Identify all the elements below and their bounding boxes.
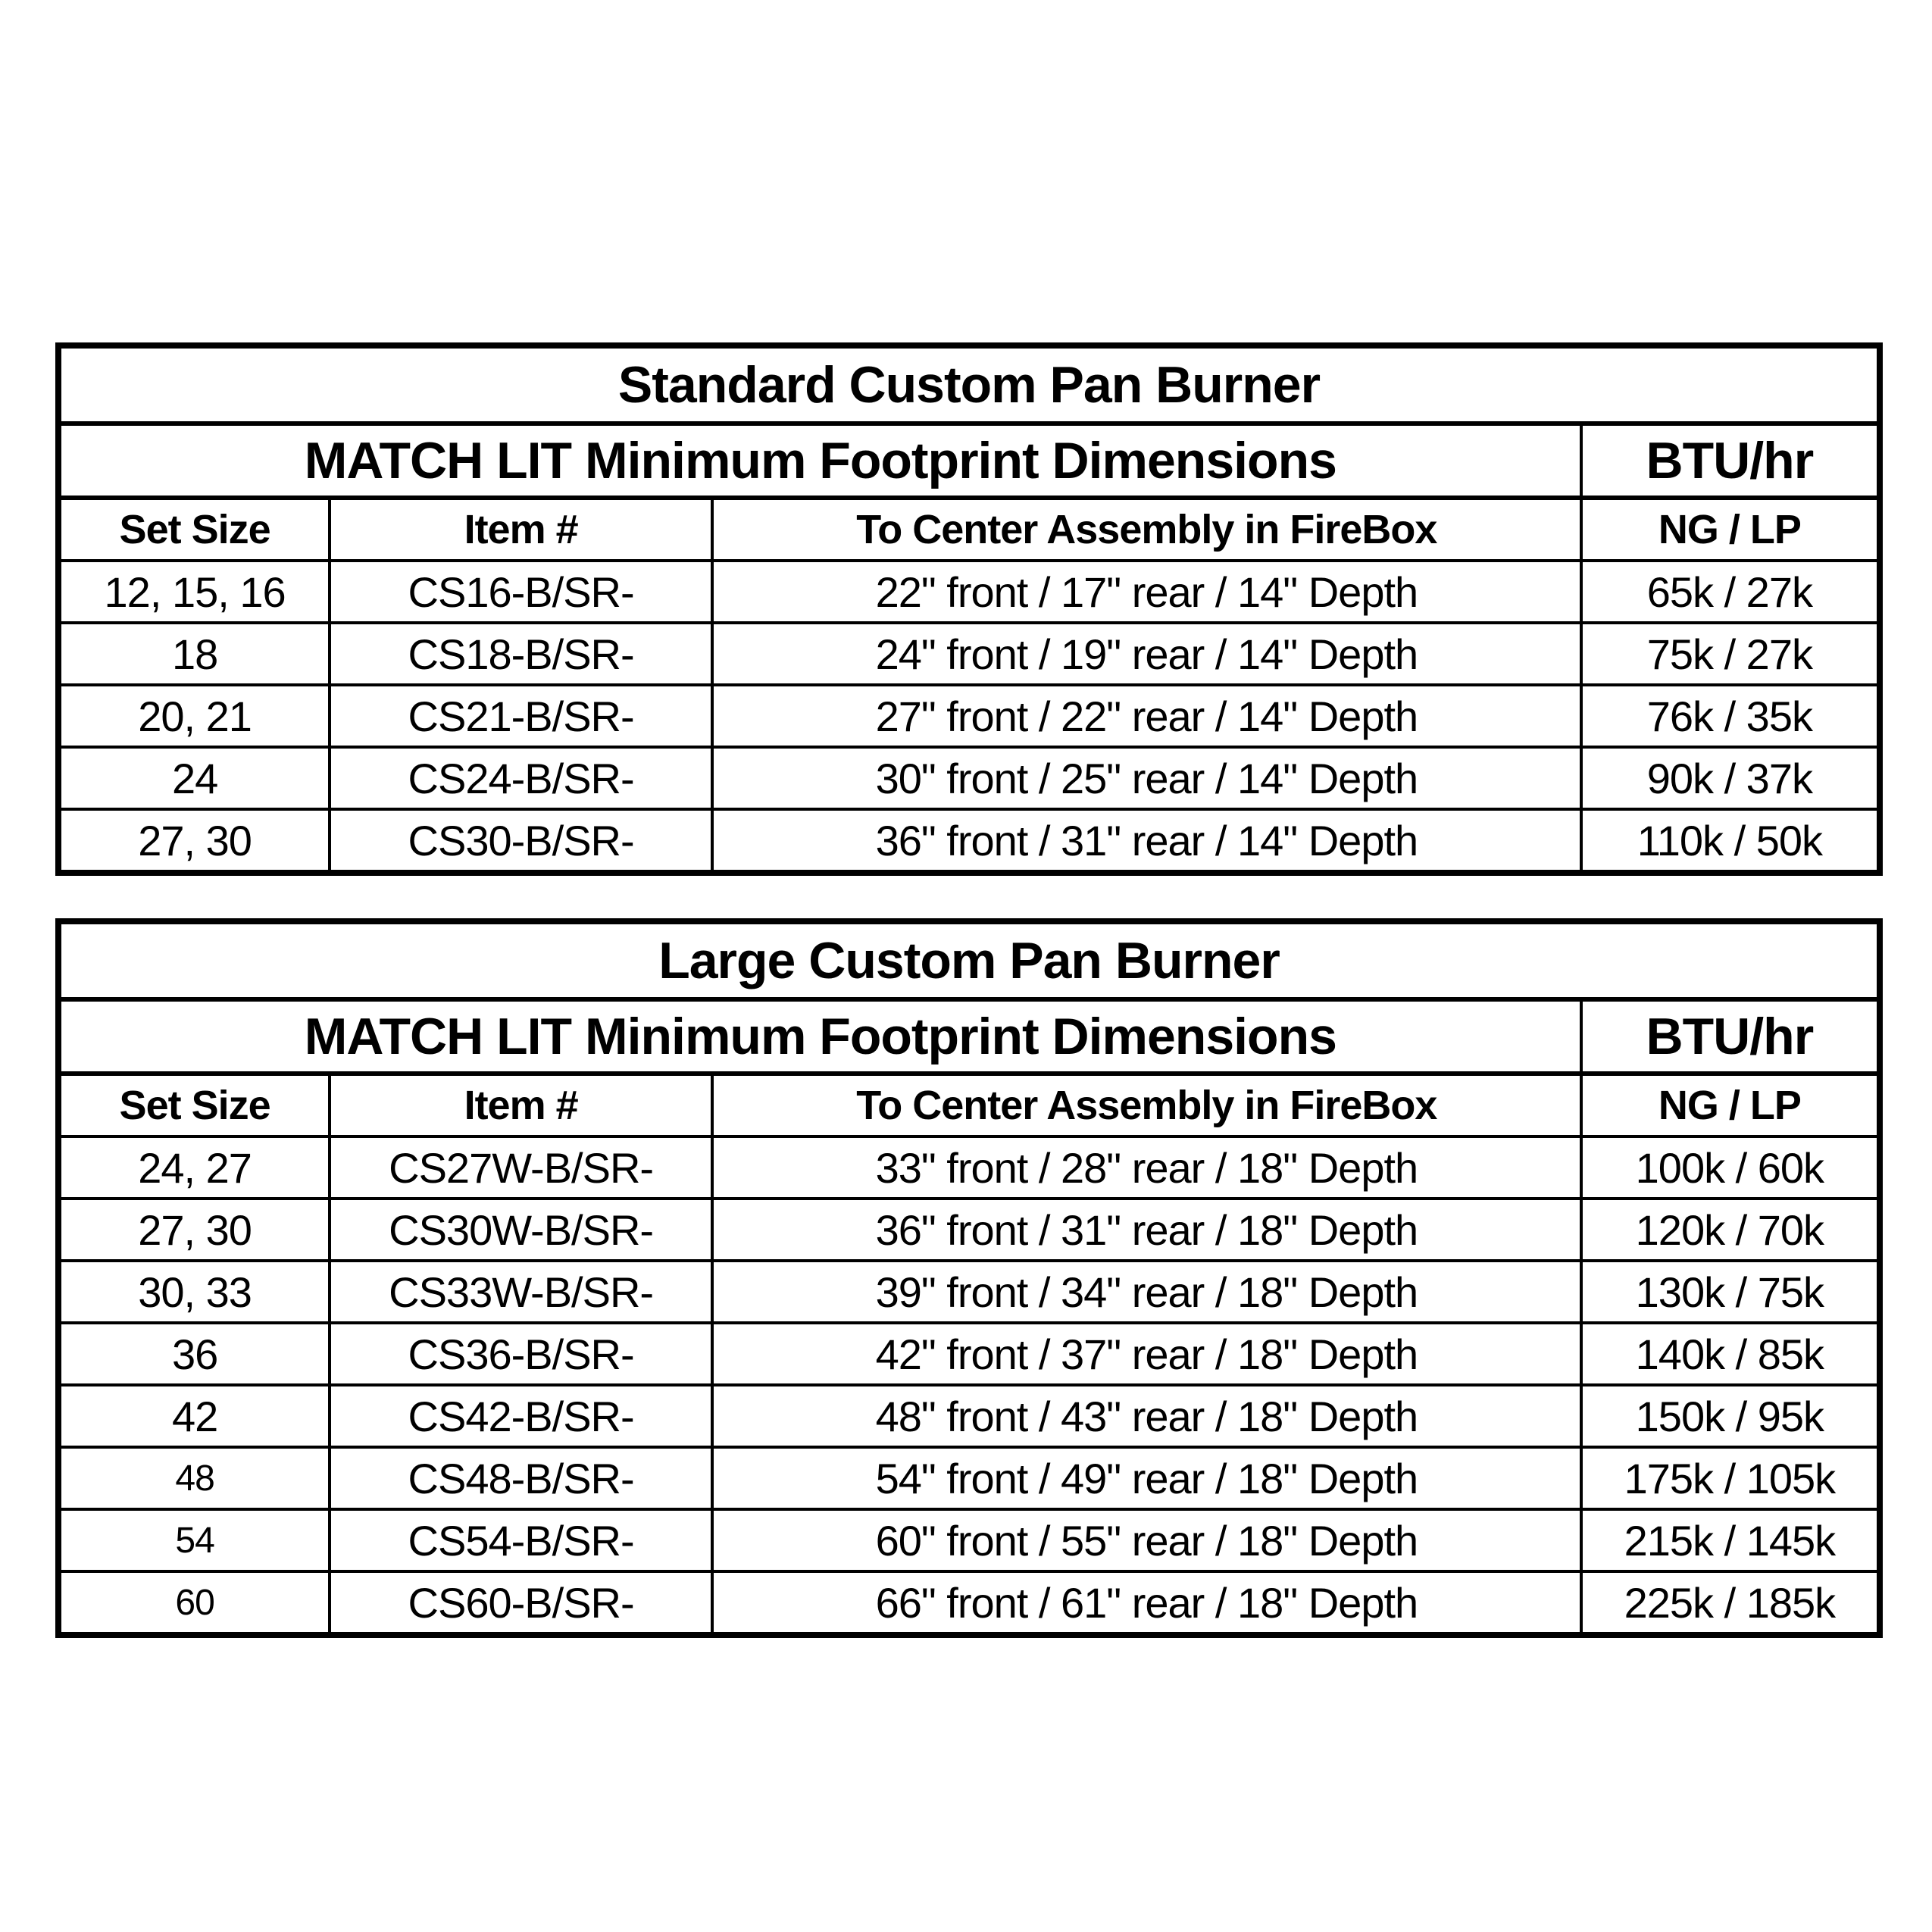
- table-title: Large Custom Pan Burner: [57, 920, 1881, 1002]
- table-cell: 20, 21: [56, 683, 332, 749]
- table-cell: 130k / 75k: [1579, 1259, 1882, 1324]
- table-cell: 110k / 50k: [1579, 808, 1882, 874]
- table-cell: CS33W-B/SR-: [328, 1259, 714, 1324]
- table-row: 36 CS36-B/SR- 42" front / 37" rear / 18" D…: [56, 1321, 1882, 1386]
- table-subtitle: MATCH LIT Minimum Footprint Dimensions: [57, 998, 1583, 1076]
- table-row: 27, 30 CS30-B/SR- 36" front / 31" rear / 1…: [56, 808, 1882, 874]
- table-cell: 90k / 37k: [1579, 746, 1882, 811]
- table-cell: 175k / 105k: [1579, 1446, 1882, 1511]
- table-title-row: Standard Custom Pan Burner: [57, 344, 1881, 426]
- table-cell: 30, 33: [56, 1259, 332, 1324]
- table-cell: 225k / 185k: [1579, 1570, 1882, 1637]
- table-cell: 42: [56, 1383, 332, 1449]
- table-title-row: Large Custom Pan Burner: [57, 920, 1881, 1002]
- table-cell: 36" front / 31" rear / 14" Depth: [711, 808, 1583, 874]
- table-cell: 18: [56, 621, 332, 686]
- btu-header: BTU/hr: [1579, 422, 1882, 500]
- column-header-row: Set Size Item # To Center Assembly in Fi…: [56, 496, 1882, 562]
- table-cell: CS60-B/SR-: [328, 1570, 714, 1637]
- col-header-ng-lp: NG / LP: [1579, 1072, 1882, 1138]
- table-subtitle-row: MATCH LIT Minimum Footprint Dimensions B…: [57, 422, 1882, 500]
- table-cell: 60" front / 55" rear / 18" Depth: [711, 1508, 1583, 1573]
- col-header-set-size: Set Size: [56, 1072, 332, 1138]
- table-cell: 150k / 95k: [1579, 1383, 1882, 1449]
- table-row: 27, 30 CS30W-B/SR- 36" front / 31" rear / …: [56, 1197, 1882, 1262]
- table-cell: CS54-B/SR-: [328, 1508, 714, 1573]
- table-cell: CS18-B/SR-: [328, 621, 714, 686]
- col-header-center-assembly: To Center Assembly in FireBox: [711, 1072, 1583, 1138]
- table-row: 60 CS60-B/SR- 66" front / 61" rear / 18" D…: [56, 1570, 1882, 1637]
- btu-header: BTU/hr: [1579, 998, 1882, 1076]
- table-cell: 27" front / 22" rear / 14" Depth: [711, 683, 1583, 749]
- table-cell: CS36-B/SR-: [328, 1321, 714, 1386]
- table-cell: 76k / 35k: [1579, 683, 1882, 749]
- table-row: 42 CS42-B/SR- 48" front / 43" rear / 18" D…: [56, 1383, 1882, 1449]
- table-cell: 54" front / 49" rear / 18" Depth: [711, 1446, 1583, 1511]
- table-subtitle-row: MATCH LIT Minimum Footprint Dimensions B…: [57, 998, 1882, 1076]
- col-header-item-number: Item #: [328, 496, 714, 562]
- table-cell: CS30W-B/SR-: [328, 1197, 714, 1262]
- table-cell: 36: [56, 1321, 332, 1386]
- table-subtitle: MATCH LIT Minimum Footprint Dimensions: [57, 422, 1583, 500]
- table-cell: 24: [56, 746, 332, 811]
- table-row: 18 CS18-B/SR- 24" front / 19" rear / 14" D…: [56, 621, 1882, 686]
- table-cell: 100k / 60k: [1579, 1135, 1882, 1200]
- table-cell: 39" front / 34" rear / 18" Depth: [711, 1259, 1583, 1324]
- table-cell: 120k / 70k: [1579, 1197, 1882, 1262]
- table-cell: 48: [56, 1446, 332, 1511]
- table-cell: CS21-B/SR-: [328, 683, 714, 749]
- large-pan-burner-table: Large Custom Pan Burner MATCH LIT Minimu…: [55, 918, 1883, 1638]
- table-row: 20, 21 CS21-B/SR- 27" front / 22" rear / 1…: [56, 683, 1882, 749]
- table-cell: CS16-B/SR-: [328, 559, 714, 624]
- col-header-set-size: Set Size: [56, 496, 332, 562]
- standard-table-body: 12, 15, 16 CS16-B/SR- 22" front / 17" rear…: [56, 559, 1882, 874]
- table-row: 12, 15, 16 CS16-B/SR- 22" front / 17" rear…: [56, 559, 1882, 624]
- table-cell: 33" front / 28" rear / 18" Depth: [711, 1135, 1583, 1200]
- table-title: Standard Custom Pan Burner: [57, 344, 1881, 426]
- table-cell: CS48-B/SR-: [328, 1446, 714, 1511]
- table-cell: 48" front / 43" rear / 18" Depth: [711, 1383, 1583, 1449]
- table-cell: 75k / 27k: [1579, 621, 1882, 686]
- large-table-body: 24, 27 CS27W-B/SR- 33" front / 28" rear / …: [56, 1135, 1882, 1637]
- table-cell: 30" front / 25" rear / 14" Depth: [711, 746, 1583, 811]
- table-cell: 42" front / 37" rear / 18" Depth: [711, 1321, 1583, 1386]
- table-cell: 27, 30: [56, 1197, 332, 1262]
- standard-pan-burner-table: Standard Custom Pan Burner MATCH LIT Min…: [55, 342, 1883, 876]
- table-cell: 215k / 145k: [1579, 1508, 1882, 1573]
- col-header-center-assembly: To Center Assembly in FireBox: [711, 496, 1583, 562]
- table-cell: CS42-B/SR-: [328, 1383, 714, 1449]
- table-cell: CS27W-B/SR-: [328, 1135, 714, 1200]
- tables-container: Standard Custom Pan Burner MATCH LIT Min…: [55, 342, 1883, 1638]
- table-row: 24 CS24-B/SR- 30" front / 25" rear / 14" D…: [56, 746, 1882, 811]
- table-cell: 22" front / 17" rear / 14" Depth: [711, 559, 1583, 624]
- table-cell: 12, 15, 16: [56, 559, 332, 624]
- table-cell: 60: [56, 1570, 332, 1637]
- table-cell: 140k / 85k: [1579, 1321, 1882, 1386]
- table-cell: 66" front / 61" rear / 18" Depth: [711, 1570, 1583, 1637]
- table-cell: 24" front / 19" rear / 14" Depth: [711, 621, 1583, 686]
- table-row: 48 CS48-B/SR- 54" front / 49" rear / 18" D…: [56, 1446, 1882, 1511]
- col-header-item-number: Item #: [328, 1072, 714, 1138]
- table-cell: CS30-B/SR-: [328, 808, 714, 874]
- column-header-row: Set Size Item # To Center Assembly in Fi…: [56, 1072, 1882, 1138]
- table-row: 24, 27 CS27W-B/SR- 33" front / 28" rear / …: [56, 1135, 1882, 1200]
- table-cell: 65k / 27k: [1579, 559, 1882, 624]
- table-cell: 24, 27: [56, 1135, 332, 1200]
- table-cell: 54: [56, 1508, 332, 1573]
- table-cell: CS24-B/SR-: [328, 746, 714, 811]
- table-row: 30, 33 CS33W-B/SR- 39" front / 34" rear / …: [56, 1259, 1882, 1324]
- table-cell: 36" front / 31" rear / 18" Depth: [711, 1197, 1583, 1262]
- table-cell: 27, 30: [56, 808, 332, 874]
- col-header-ng-lp: NG / LP: [1579, 496, 1882, 562]
- table-row: 54 CS54-B/SR- 60" front / 55" rear / 18" D…: [56, 1508, 1882, 1573]
